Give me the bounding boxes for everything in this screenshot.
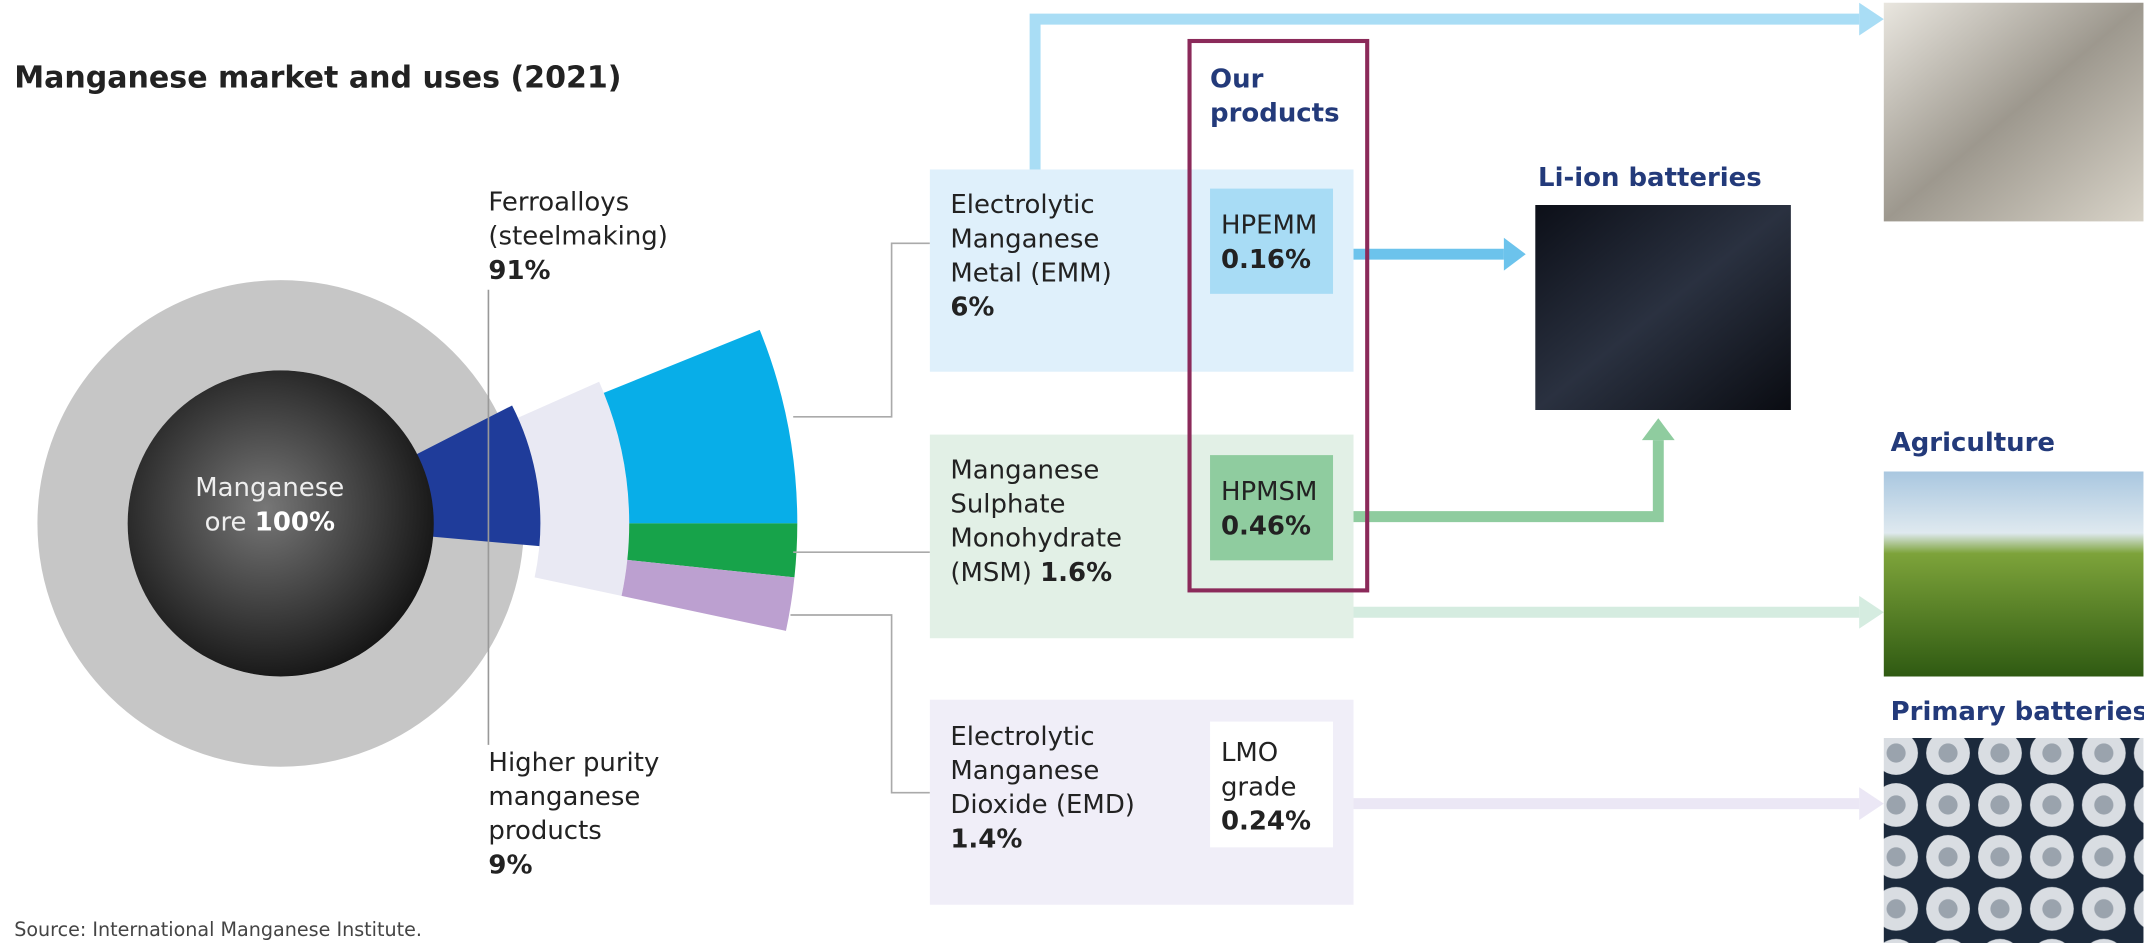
use-image xyxy=(1535,205,1791,410)
category-label: Electrolytic xyxy=(950,190,1094,220)
use-label: Agriculture xyxy=(1891,428,2055,458)
category-label: Manganese xyxy=(950,224,1099,254)
category-share: 6% xyxy=(950,293,994,323)
segment-label: manganese xyxy=(488,782,640,812)
product-box xyxy=(1210,189,1333,294)
category-share: 1.4% xyxy=(950,824,1022,854)
segment-label: (steelmaking) xyxy=(488,222,667,252)
use-label: Li-ion batteries xyxy=(1538,163,1762,193)
arrows xyxy=(1035,19,1859,803)
category-label: Manganese xyxy=(950,455,1099,485)
category-label: Dioxide (EMD) xyxy=(950,790,1135,820)
category-label: Sulphate xyxy=(950,490,1065,520)
use-image xyxy=(1884,472,2144,677)
products-header: products xyxy=(1210,99,1340,129)
product-box xyxy=(1210,455,1333,560)
product-label: LMO xyxy=(1221,738,1278,768)
segment-label: Higher purity xyxy=(488,748,659,778)
product-label: grade xyxy=(1221,772,1297,802)
category-label: (MSM) xyxy=(950,558,1032,588)
segment-label: Ferroalloys xyxy=(488,187,629,217)
connectors xyxy=(790,243,929,792)
infographic: Manganese market and uses (2021) Mangane… xyxy=(0,0,2144,943)
page: {"title": "Manganese market and uses (20… xyxy=(0,0,2144,943)
product-share: 0.16% xyxy=(1221,245,1311,275)
arrow-head xyxy=(1859,787,1884,820)
arrow-head xyxy=(1642,418,1675,440)
category-share: 1.6% xyxy=(1040,558,1112,588)
title: Manganese market and uses (2021) xyxy=(14,60,621,95)
ore-share: 100% xyxy=(255,507,335,537)
product-share: 0.46% xyxy=(1221,511,1311,541)
products-header: Our xyxy=(1210,64,1264,94)
category-label: Metal (EMM) xyxy=(950,259,1111,289)
category-label: Monohydrate xyxy=(950,524,1122,554)
segment-share: 9% xyxy=(488,850,532,880)
ore-label: ore xyxy=(205,507,247,537)
use-label: Primary batteries xyxy=(1891,697,2144,727)
arrow-head xyxy=(1504,238,1526,271)
ring-segment xyxy=(604,330,798,524)
category-label: Manganese xyxy=(950,756,1099,786)
category-label: (MSM) 1.6% xyxy=(950,558,1112,588)
ore-label: ore 100% xyxy=(205,507,335,537)
ore-label: Manganese xyxy=(195,473,344,503)
category-label: Electrolytic xyxy=(950,722,1094,752)
product-label: HPMSM xyxy=(1221,477,1317,507)
use-image xyxy=(1884,3,2144,222)
source: Source: International Manganese Institut… xyxy=(14,918,422,941)
arrow-head xyxy=(1859,596,1884,629)
product-label: HPEMM xyxy=(1221,211,1317,241)
segment-share: 91% xyxy=(488,256,550,286)
arrow-head xyxy=(1859,3,1884,36)
segment-label: products xyxy=(488,816,601,846)
product-share: 0.24% xyxy=(1221,807,1311,837)
use-image xyxy=(1884,738,2144,943)
